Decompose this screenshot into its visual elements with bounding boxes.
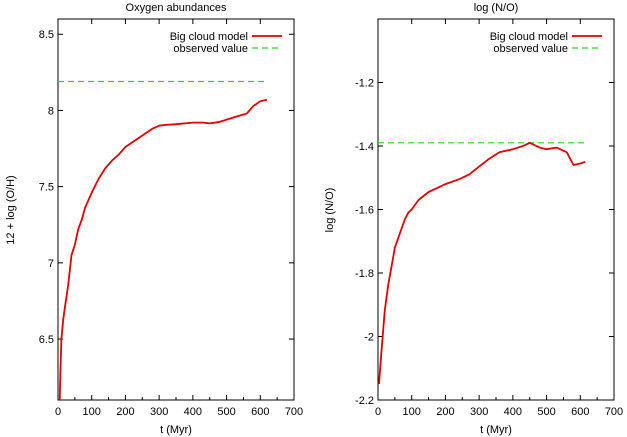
x-tick-label: 400 [504,406,522,418]
y-tick-label: 8 [48,105,54,117]
legend-label: Big cloud model [170,31,248,43]
y-tick-label: -1.4 [355,141,374,153]
chart-title: Oxygen abundances [126,2,227,14]
legend-label: observed value [493,43,568,55]
y-tick-label: 6.5 [39,334,54,346]
model-line [378,141,586,385]
model-line [58,98,268,401]
x-tick-label: 600 [571,406,589,418]
x-tick-label: 200 [436,406,454,418]
y-tick-label: -2 [364,332,374,344]
plot-frame [377,18,615,401]
x-tick-label: 200 [116,406,134,418]
legend-label: Big cloud model [490,31,568,43]
x-tick-label: 0 [375,406,381,418]
x-tick-label: 100 [403,406,421,418]
y-tick-label: -2.2 [355,395,374,407]
chart-title: log (N/O) [474,2,519,14]
y-tick-label: 7.5 [39,182,54,194]
x-axis-label: t (Myr) [480,424,512,436]
legend-label: observed value [173,43,248,55]
x-tick-label: 0 [55,406,61,418]
x-tick-label: 700 [285,406,303,418]
y-tick-label: 7 [48,258,54,270]
y-tick-label: -1.8 [355,268,374,280]
y-axis-label: 12 + log (O/H) [5,175,17,244]
x-tick-label: 400 [184,406,202,418]
x-tick-label: 500 [537,406,555,418]
plot-frame [57,18,295,401]
y-tick-label: 8.5 [39,29,54,41]
x-tick-label: 600 [251,406,269,418]
x-tick-label: 300 [470,406,488,418]
x-tick-label: 500 [217,406,235,418]
x-tick-label: 700 [605,406,623,418]
y-tick-label: -1.2 [355,78,374,90]
x-tick-label: 100 [83,406,101,418]
x-axis-label: t (Myr) [160,424,192,436]
y-tick-label: -1.6 [355,205,374,217]
x-tick-label: 300 [150,406,168,418]
y-axis-label: log (N/O) [324,188,336,233]
